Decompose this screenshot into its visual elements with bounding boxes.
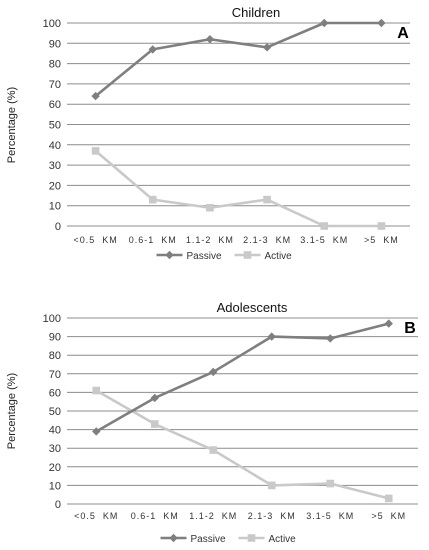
data-point-passive [320, 18, 329, 28]
gridlines [67, 22, 410, 227]
legend-marker-active [247, 534, 256, 542]
gridlines [67, 317, 418, 505]
y-tick-label: 100 [43, 18, 61, 30]
legend-label-passive: Passive [187, 251, 222, 262]
data-point-passive [267, 332, 276, 341]
legend-marker-passive [165, 250, 174, 260]
data-point-active [326, 479, 335, 488]
series-line-passive [95, 322, 390, 433]
y-axis-label: Percentage (%) [6, 373, 18, 449]
data-point-active [150, 420, 159, 428]
x-tick-labels: <0.5 KM 0.6-1 KM 1.1-2 KM 2.1-3 KM 3.1-5 KM >… [73, 235, 399, 245]
x-tick-label: <0.5 KM [74, 511, 118, 521]
legend-label-passive: Passive [191, 534, 226, 545]
y-tick-label: 70 [49, 79, 61, 91]
y-tick-label: 70 [49, 369, 61, 381]
data-point-active [92, 386, 101, 395]
panel-children: Children A Percentage (%) 0 10 20 30 40 50 60 7… [6, 5, 410, 262]
y-tick-label: 50 [49, 120, 61, 132]
y-axis-label: Percentage (%) [6, 87, 18, 163]
x-tick-label: >5 KM [364, 235, 399, 245]
data-point-passive [377, 18, 386, 28]
data-point-active [206, 203, 214, 212]
series-group [92, 319, 393, 503]
data-point-active [320, 222, 329, 230]
panel-adolescents: Adolescents B Percentage (%) 0 10 20 30 40 50… [6, 300, 418, 545]
data-point-passive [205, 35, 215, 44]
y-tick-label: 40 [49, 140, 61, 152]
data-point-passive [384, 319, 393, 328]
data-point-passive [326, 334, 335, 343]
x-tick-label: >5 KM [371, 511, 406, 521]
data-point-passive [91, 91, 100, 101]
y-tick-label: 80 [49, 350, 61, 362]
data-point-active [384, 494, 393, 503]
panel-label: A [397, 25, 409, 42]
y-tick-label: 0 [55, 499, 61, 511]
data-point-passive [262, 43, 272, 52]
series-group [91, 18, 386, 230]
x-tick-label: 0.6-1 KM [129, 235, 177, 245]
data-point-passive [209, 367, 218, 377]
y-tick-labels: 0 10 20 30 40 50 60 70 80 90 100 [43, 18, 61, 233]
legend: Passive Active [156, 250, 293, 262]
y-tick-label: 60 [49, 387, 61, 399]
chart-title: Adolescents [217, 300, 288, 315]
x-tick-label: <0.5 KM [73, 235, 117, 245]
data-point-active [263, 195, 271, 204]
data-point-active [148, 195, 157, 204]
y-tick-label: 60 [49, 99, 61, 111]
y-tick-label: 20 [49, 462, 61, 474]
y-tick-label: 30 [49, 443, 61, 455]
data-point-passive [148, 45, 157, 54]
x-tick-label: 0.6-1 KM [131, 511, 179, 521]
legend-marker-passive [169, 533, 178, 543]
data-point-active [91, 147, 100, 155]
series-line-passive [94, 21, 382, 98]
chart-title: Children [232, 5, 280, 20]
y-tick-label: 10 [49, 480, 61, 492]
y-tick-label: 0 [55, 221, 61, 233]
legend-marker-active [243, 251, 252, 259]
y-tick-label: 90 [49, 38, 61, 50]
series-line-active [95, 389, 390, 500]
series-line-active [94, 149, 382, 228]
x-tick-label: 2.1-3 KM [248, 511, 296, 521]
y-tick-label: 100 [43, 313, 61, 325]
data-point-active [209, 446, 218, 454]
x-tick-label: 3.1-5 KM [306, 511, 354, 521]
y-tick-label: 20 [49, 180, 61, 192]
panel-label: B [404, 320, 416, 337]
y-tick-label: 80 [49, 59, 61, 71]
legend-label-active: Active [265, 251, 293, 262]
data-point-active [267, 481, 276, 490]
y-tick-label: 40 [49, 425, 61, 437]
y-tick-label: 10 [49, 201, 61, 213]
x-tick-label: 1.1-2 KM [186, 235, 234, 245]
x-tick-labels: <0.5 KM 0.6-1 KM 1.1-2 KM 2.1-3 KM 3.1-5 KM >… [74, 511, 406, 521]
y-tick-labels: 0 10 20 30 40 50 60 70 80 90 100 [43, 313, 61, 511]
y-tick-label: 90 [49, 332, 61, 344]
x-tick-label: 1.1-2 KM [189, 511, 237, 521]
y-tick-label: 50 [49, 406, 61, 418]
legend-label-active: Active [269, 534, 297, 545]
x-tick-label: 3.1-5 KM [300, 235, 348, 245]
data-point-active [377, 222, 386, 230]
x-tick-label: 2.1-3 KM [243, 235, 291, 245]
legend: Passive Active [160, 533, 297, 545]
y-tick-label: 30 [49, 160, 61, 172]
data-point-passive [150, 393, 159, 403]
data-point-passive [92, 427, 101, 436]
